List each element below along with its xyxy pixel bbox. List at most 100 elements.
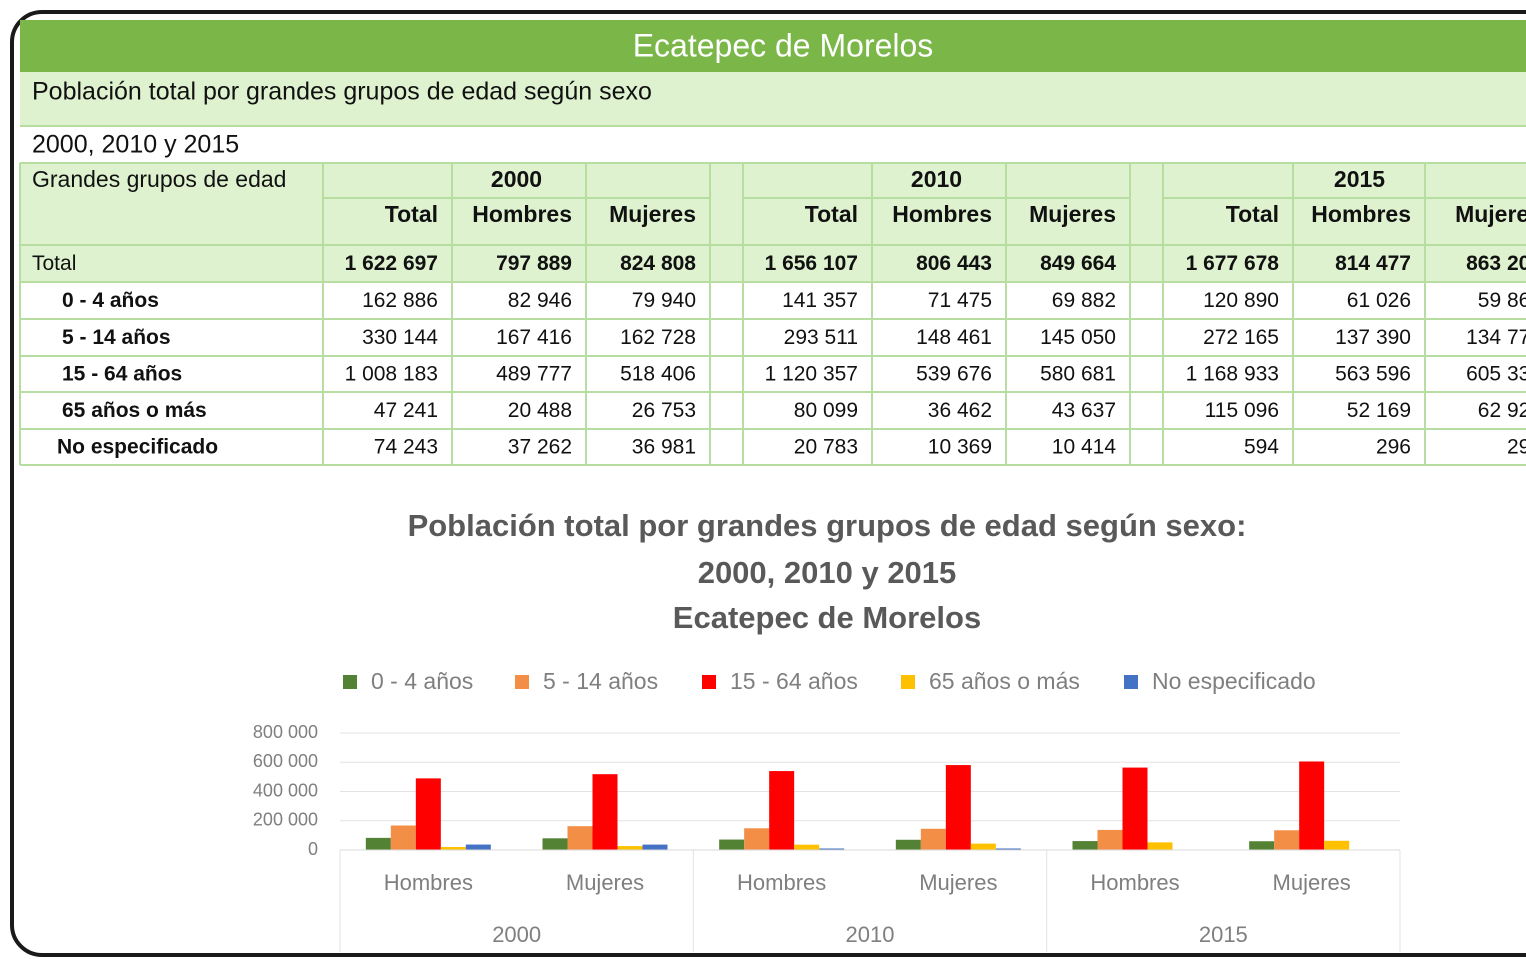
cell: 37 262 [508,436,572,459]
x-tick-label: Mujeres [919,870,997,895]
bar [567,826,593,850]
bar [920,828,946,850]
bar [1299,761,1325,850]
bar [1324,840,1350,850]
column-header: Hombres [1311,201,1411,227]
corner-label: Grandes grupos de edad [32,166,286,192]
cell: 563 596 [1335,363,1411,386]
x-tick-label: Hombres [1090,870,1179,895]
cell: 71 475 [928,289,992,312]
bar [895,839,921,850]
group-label: 2000 [492,922,541,947]
cell: 167 416 [496,326,572,349]
year-header: 2010 [911,166,962,192]
cell: 20 783 [794,436,858,459]
cell: 518 406 [620,363,696,386]
cell: 1 168 933 [1186,363,1279,386]
column-header: Total [1226,201,1279,227]
cell: 1 656 107 [765,252,858,275]
cell: 1 120 357 [765,363,858,386]
group-label: 2015 [1199,922,1248,947]
x-tick-label: Hombres [384,870,473,895]
cell: 489 777 [496,363,572,386]
bar [592,774,618,850]
bar [1072,841,1098,850]
legend-label: 5 - 14 años [543,668,658,694]
bar [617,846,643,850]
title-bar [20,20,1526,72]
legend-swatch [515,675,529,689]
cell: 162 886 [362,289,438,312]
column-header: Hombres [472,201,572,227]
cell: 134 775 [1466,326,1526,349]
page-title: Ecatepec de Morelos [633,27,934,63]
legend-label: 15 - 64 años [730,668,858,694]
cell: 797 889 [496,252,572,275]
y-tick-label: 0 [308,839,318,859]
cell: 849 664 [1040,252,1116,275]
cell: 145 050 [1040,326,1116,349]
cell: 120 890 [1203,289,1279,312]
bar [719,839,745,850]
cell: 62 927 [1478,399,1526,422]
bar [642,844,668,850]
subtitle-band [20,72,1526,126]
bar [794,844,820,850]
cell: 47 241 [374,399,438,422]
cell: 863 201 [1466,252,1526,275]
cell: 74 243 [374,436,438,459]
row-label: 0 - 4 años [62,289,159,312]
legend-swatch [901,675,915,689]
bar [1097,829,1123,850]
row-label: No especificado [57,436,218,459]
legend-swatch [702,675,716,689]
x-tick-label: Mujeres [1273,870,1351,895]
cell: 296 [1376,436,1411,459]
cell: 148 461 [916,326,992,349]
cell: 26 753 [632,399,696,422]
column-header: Mujeres [609,201,696,227]
legend-label: No especificado [1152,668,1316,694]
bar [995,848,1021,850]
chart-title: Ecatepec de Morelos [673,600,981,635]
cell: 52 169 [1347,399,1411,422]
cell: 1 677 678 [1186,252,1280,275]
column-header: Hombres [892,201,992,227]
cell: 20 488 [508,399,572,422]
cell: 36 981 [632,436,696,459]
cell: 137 390 [1335,326,1411,349]
x-tick-label: Mujeres [566,870,644,895]
cell: 806 443 [916,252,992,275]
row-label: Total [32,252,76,275]
cell: 115 096 [1205,399,1279,422]
cell: 59 864 [1478,289,1526,312]
column-header: Mujeres [1029,201,1116,227]
legend-label: 0 - 4 años [371,668,473,694]
cell: 1 622 697 [345,252,438,275]
column-header: Total [805,201,858,227]
bar [465,844,491,850]
bar [1274,830,1300,850]
bar [945,765,971,850]
bar [819,848,845,850]
cell: 162 728 [620,326,696,349]
row-label: 65 años o más [62,399,207,422]
column-header: Mujeres [1455,201,1526,227]
legend-label: 65 años o más [929,668,1080,694]
subtitle: Población total por grandes grupos de ed… [32,78,652,106]
bar [542,838,568,850]
column-header: Total [385,201,438,227]
bar [440,847,466,850]
bar [415,778,441,850]
cell: 330 144 [362,326,438,349]
cell: 61 026 [1347,289,1411,312]
bar [769,771,795,850]
cell: 605 337 [1466,363,1526,386]
bar [1122,767,1148,850]
cell: 80 099 [794,399,858,422]
years-line: 2000, 2010 y 2015 [32,131,239,159]
year-header: 2000 [491,166,542,192]
total-band [20,245,1526,282]
